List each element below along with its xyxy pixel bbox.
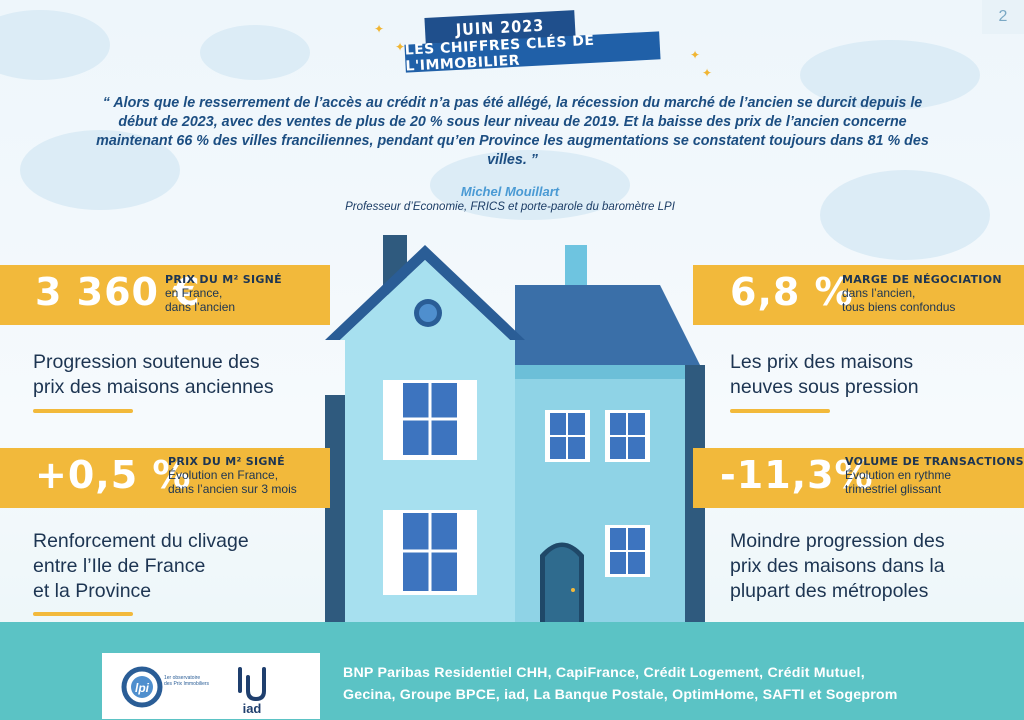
stat-title: PRIX DU M² SIGNÉ bbox=[165, 273, 282, 286]
headline-line: entre l’Ile de France bbox=[33, 555, 206, 577]
cloud bbox=[800, 40, 980, 110]
stat-band bbox=[0, 265, 330, 325]
stat-label: PRIX DU M² SIGNÉ Évolution en France, da… bbox=[168, 455, 297, 496]
stat-band bbox=[693, 265, 1024, 325]
stat-title: MARGE DE NÉGOCIATION bbox=[842, 273, 1002, 286]
partners-line: BNP Paribas Residentiel CHH, CapiFrance,… bbox=[343, 665, 865, 681]
stat-title: VOLUME DE TRANSACTIONS bbox=[845, 455, 1024, 468]
page-number: 2 bbox=[982, 0, 1024, 34]
stat-value: +0,5 % bbox=[35, 453, 192, 497]
cloud bbox=[20, 130, 180, 210]
stat-label: VOLUME DE TRANSACTIONS Évolution en ryth… bbox=[845, 455, 1024, 496]
sparkle-icon: ✦ bbox=[702, 66, 713, 80]
stat-label: MARGE DE NÉGOCIATION dans l’ancien, tous… bbox=[842, 273, 1002, 314]
iad-logo-text: iad bbox=[243, 701, 262, 715]
partners-list: BNP Paribas Residentiel CHH, CapiFrance,… bbox=[343, 662, 943, 706]
lpi-logo-text: lpi bbox=[135, 681, 150, 695]
stat-subtitle: dans l’ancien bbox=[165, 300, 236, 314]
house-illustration bbox=[325, 235, 705, 625]
quote-author-role: Professeur d’Economie, FRICS et porte-pa… bbox=[345, 201, 675, 213]
stat-subtitle: Évolution en France, bbox=[168, 468, 279, 482]
stat-value: -11,3% bbox=[720, 453, 874, 497]
stat-subtitle: tous biens confondus bbox=[842, 300, 956, 314]
stat-band bbox=[693, 448, 1024, 508]
cloud bbox=[820, 170, 990, 260]
lpi-logo-caption: 1er observatoire des Prix Immobiliers bbox=[164, 675, 210, 687]
headline-line: et la Province bbox=[33, 580, 152, 602]
underline bbox=[33, 409, 133, 413]
stat-subtitle: trimestriel glissant bbox=[845, 482, 942, 496]
stat-headline: Les prix des maisons neuves sous pressio… bbox=[730, 350, 919, 400]
partner-logos: lpi 1er observatoire des Prix Immobiliers… bbox=[102, 653, 320, 719]
stat-title: PRIX DU M² SIGNÉ bbox=[168, 455, 285, 468]
underline bbox=[33, 612, 133, 616]
stat-headline: Renforcement du clivage entre l’Ile de F… bbox=[33, 529, 249, 604]
cloud bbox=[200, 25, 310, 80]
sparkle-icon: ✦ bbox=[374, 22, 385, 36]
headline-line: plupart des métropoles bbox=[730, 580, 929, 602]
lpi-logo: lpi 1er observatoire des Prix Immobiliers bbox=[121, 666, 210, 708]
sparkle-icon: ✦ bbox=[690, 48, 701, 62]
quote-author: Michel Mouillart bbox=[460, 184, 560, 199]
headline-line: neuves sous pression bbox=[730, 376, 919, 398]
stat-headline: Moindre progression des prix des maisons… bbox=[730, 529, 945, 604]
partners-line: Gecina, Groupe BPCE, iad, La Banque Post… bbox=[343, 687, 898, 703]
stat-headline: Progression soutenue des prix des maison… bbox=[33, 350, 274, 400]
title-banner: JUIN 2023 LES CHIFFRES CLÉS DE L'IMMOBIL… bbox=[385, 6, 665, 76]
headline-line: Les prix des maisons bbox=[730, 351, 914, 373]
cloud bbox=[0, 10, 110, 80]
headline-line: Renforcement du clivage bbox=[33, 530, 249, 552]
stat-value: 3 360 € bbox=[35, 270, 201, 314]
headline-line: Progression soutenue des bbox=[33, 351, 260, 373]
stat-subtitle: Évolution en rythme bbox=[845, 468, 952, 482]
headline-line: prix des maisons dans la bbox=[730, 555, 945, 577]
iad-logo: iad bbox=[238, 667, 266, 715]
underline bbox=[730, 409, 830, 413]
cloud bbox=[430, 150, 630, 220]
headline-line: Moindre progression des bbox=[730, 530, 945, 552]
sparkle-icon: ✦ bbox=[395, 40, 406, 54]
stat-band bbox=[0, 448, 330, 508]
stat-subtitle: dans l’ancien sur 3 mois bbox=[168, 482, 297, 496]
headline-line: prix des maisons anciennes bbox=[33, 376, 274, 398]
quote-text: “ Alors que le resserrement de l’accès a… bbox=[96, 95, 929, 168]
stat-subtitle: en France, bbox=[165, 286, 223, 300]
stat-label: PRIX DU M² SIGNÉ en France, dans l’ancie… bbox=[165, 273, 282, 314]
stat-value: 6,8 % bbox=[730, 270, 854, 314]
stat-subtitle: dans l’ancien, bbox=[842, 286, 916, 300]
